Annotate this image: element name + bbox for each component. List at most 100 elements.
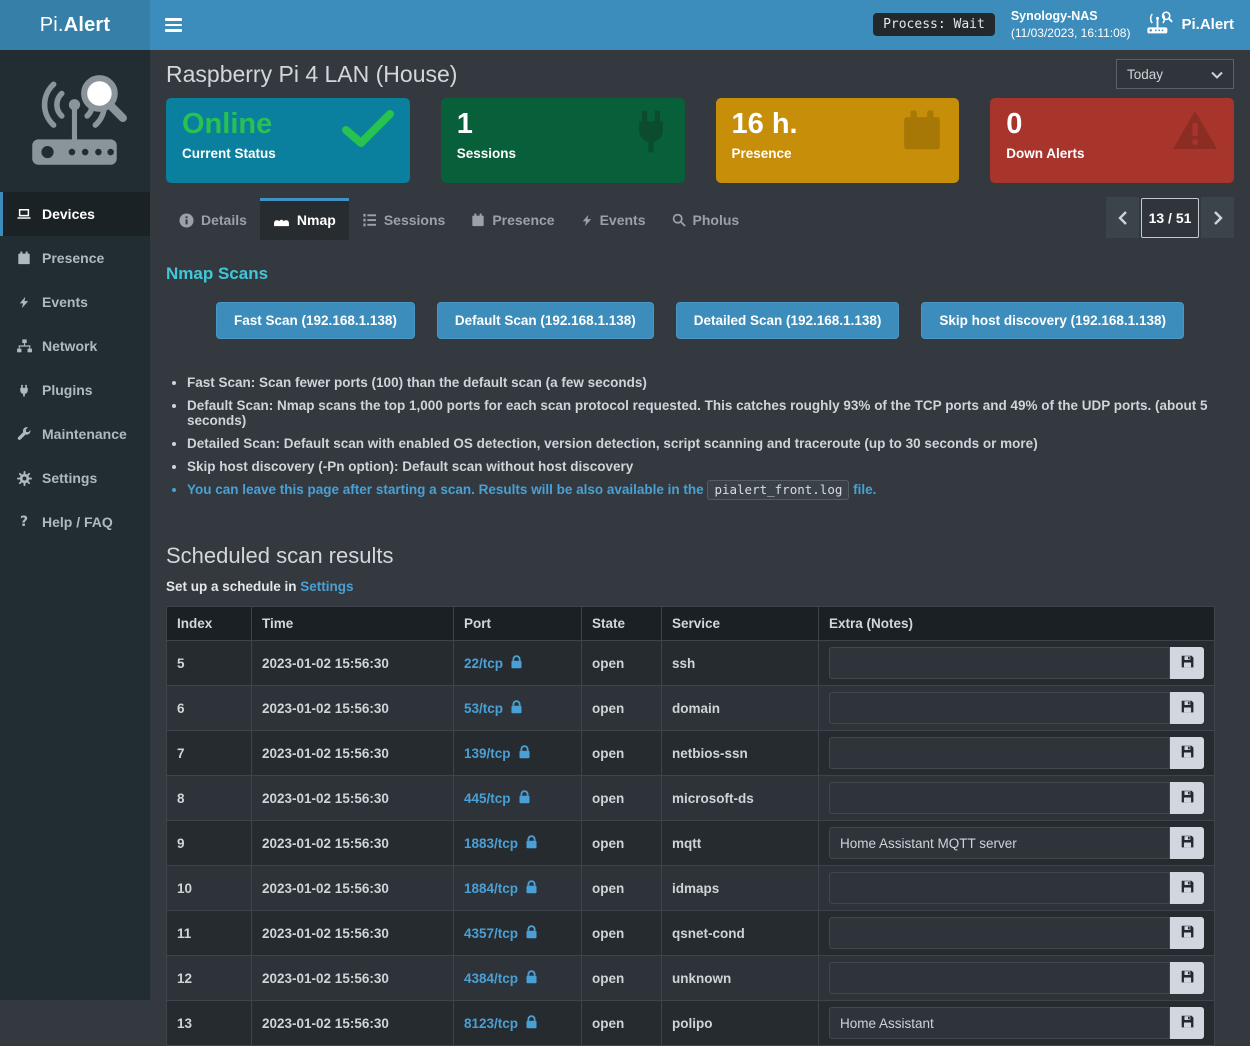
sidebar-item-label: Plugins <box>42 382 93 398</box>
scan-description-list: Fast Scan: Scan fewer ports (100) than t… <box>166 375 1234 497</box>
prev-device-button[interactable] <box>1106 197 1139 238</box>
navbar-brand[interactable]: Pi.Alert <box>1146 11 1234 38</box>
app-logo[interactable]: Pi.Alert <box>0 0 150 50</box>
note-input[interactable] <box>829 1007 1170 1039</box>
scan-description-item: Default Scan: Nmap scans the top 1,000 p… <box>187 398 1234 428</box>
top-navbar: Pi.Alert Process: Wait Synology-NAS (11/… <box>0 0 1250 50</box>
sidebar-item-plugins[interactable]: Plugins <box>0 368 150 412</box>
lock-icon <box>525 925 538 942</box>
note-input[interactable] <box>829 737 1170 769</box>
cell-notes <box>819 641 1215 686</box>
calendar-icon <box>471 213 485 227</box>
cell-index: 12 <box>167 956 252 1001</box>
tab-label: Nmap <box>297 212 336 228</box>
tab-pholus[interactable]: Pholus <box>659 198 753 240</box>
cell-index: 11 <box>167 911 252 956</box>
lock-icon <box>518 745 531 762</box>
cell-service: mqtt <box>662 821 819 866</box>
port-link[interactable]: 8123/tcp <box>464 1015 538 1032</box>
note-input[interactable] <box>829 782 1170 814</box>
save-note-button[interactable] <box>1170 917 1204 949</box>
device-pager: 13 / 51 <box>1106 197 1234 238</box>
wrench-icon <box>15 427 33 441</box>
save-note-button[interactable] <box>1170 827 1204 859</box>
port-label: 1884/tcp <box>464 881 518 896</box>
gear-icon <box>15 471 33 486</box>
port-link[interactable]: 1883/tcp <box>464 835 538 852</box>
sidebar-item-label: Maintenance <box>42 426 127 442</box>
save-icon <box>1180 969 1195 987</box>
cell-service: idmaps <box>662 866 819 911</box>
port-link[interactable]: 22/tcp <box>464 655 523 672</box>
tab-details[interactable]: Details <box>166 198 260 240</box>
period-select[interactable]: Today <box>1116 59 1234 89</box>
tab-nmap[interactable]: Nmap <box>260 198 349 240</box>
sidebar-item-help-faq[interactable]: ?Help / FAQ <box>0 500 150 544</box>
save-note-button[interactable] <box>1170 647 1204 679</box>
save-icon <box>1180 654 1195 672</box>
navbar-right: Process: Wait Synology-NAS (11/03/2023, … <box>873 8 1250 42</box>
question-icon: ? <box>15 514 33 530</box>
save-note-button[interactable] <box>1170 782 1204 814</box>
note-input[interactable] <box>829 827 1170 859</box>
calendar-icon <box>15 251 33 265</box>
save-note-button[interactable] <box>1170 737 1204 769</box>
port-link[interactable]: 139/tcp <box>464 745 531 762</box>
cell-port: 1883/tcp <box>454 821 582 866</box>
save-note-button[interactable] <box>1170 872 1204 904</box>
note-input[interactable] <box>829 872 1170 904</box>
port-link[interactable]: 53/tcp <box>464 700 523 717</box>
note-input-group <box>829 827 1204 859</box>
cell-port: 4357/tcp <box>454 911 582 956</box>
hamburger-menu-icon[interactable] <box>150 0 196 50</box>
note-input[interactable] <box>829 962 1170 994</box>
cell-notes <box>819 821 1215 866</box>
sidebar-item-events[interactable]: Events <box>0 280 150 324</box>
save-note-button[interactable] <box>1170 692 1204 724</box>
cell-service: ssh <box>662 641 819 686</box>
cell-state: open <box>582 731 662 776</box>
save-icon <box>1180 699 1195 717</box>
cell-notes <box>819 1001 1215 1046</box>
fast-scan-button[interactable]: Fast Scan (192.168.1.138) <box>216 302 415 339</box>
tab-presence[interactable]: Presence <box>458 198 567 240</box>
port-link[interactable]: 1884/tcp <box>464 880 538 897</box>
default-scan-button[interactable]: Default Scan (192.168.1.138) <box>437 302 654 339</box>
save-note-button[interactable] <box>1170 962 1204 994</box>
cell-time: 2023-01-02 15:56:30 <box>252 686 454 731</box>
cell-time: 2023-01-02 15:56:30 <box>252 731 454 776</box>
info-icon <box>179 213 194 228</box>
cell-index: 6 <box>167 686 252 731</box>
next-device-button[interactable] <box>1201 197 1234 238</box>
save-note-button[interactable] <box>1170 1007 1204 1039</box>
skip-host-discovery-button[interactable]: Skip host discovery (192.168.1.138) <box>921 302 1184 339</box>
log-file-code: pialert_front.log <box>707 480 849 500</box>
sidebar-item-devices[interactable]: Devices <box>0 192 150 236</box>
tab-sessions[interactable]: Sessions <box>349 198 458 240</box>
sidebar-item-settings[interactable]: Settings <box>0 456 150 500</box>
port-link[interactable]: 4357/tcp <box>464 925 538 942</box>
bolt-icon <box>581 213 593 228</box>
note-input[interactable] <box>829 917 1170 949</box>
sidebar-item-presence[interactable]: Presence <box>0 236 150 280</box>
sidebar-item-network[interactable]: Network <box>0 324 150 368</box>
port-link[interactable]: 4384/tcp <box>464 970 538 987</box>
settings-link[interactable]: Settings <box>300 579 353 594</box>
detailed-scan-button[interactable]: Detailed Scan (192.168.1.138) <box>676 302 900 339</box>
status-card-presence[interactable]: 16 h.Presence <box>716 98 960 183</box>
note-input[interactable] <box>829 692 1170 724</box>
port-link[interactable]: 445/tcp <box>464 790 531 807</box>
nas-info: Synology-NAS (11/03/2023, 16:11:08) <box>1011 8 1131 42</box>
note-input[interactable] <box>829 647 1170 679</box>
schedule-subtext: Set up a schedule in Settings <box>166 579 1234 594</box>
nas-name: Synology-NAS <box>1011 8 1131 26</box>
sidebar-item-maintenance[interactable]: Maintenance <box>0 412 150 456</box>
navbar-main: Process: Wait Synology-NAS (11/03/2023, … <box>150 0 1250 50</box>
tab-events[interactable]: Events <box>568 198 659 240</box>
